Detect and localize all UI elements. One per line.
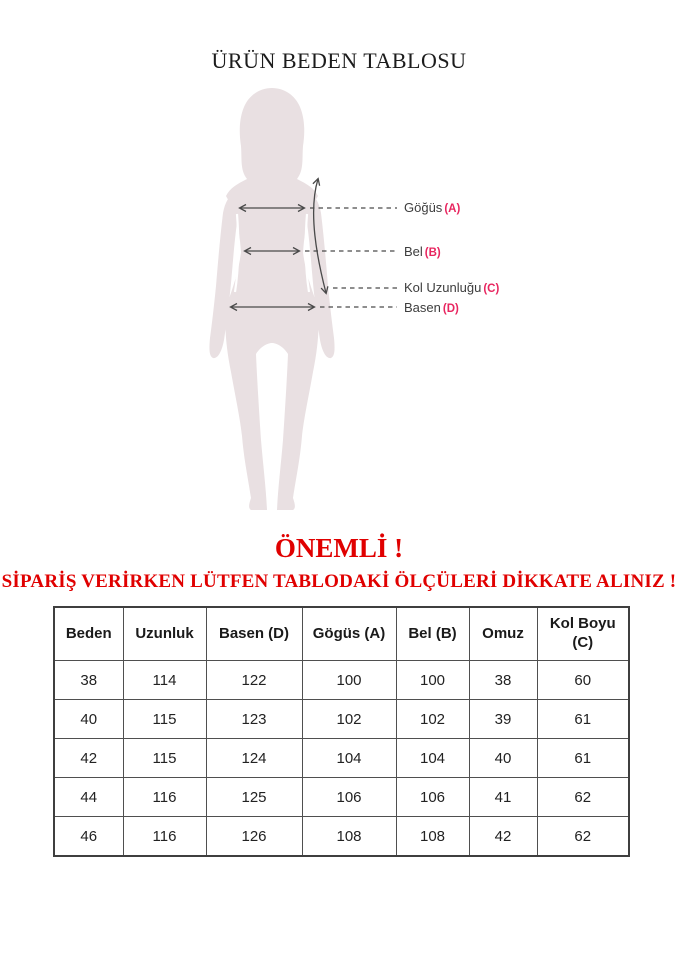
table-cell: 104 [395,738,470,778]
size-table-header-cell: Uzunluk [122,606,207,661]
female-silhouette [209,88,335,510]
table-cell: 61 [536,699,630,739]
table-cell: 108 [301,816,397,857]
left-arm [209,192,240,359]
table-cell: 44 [53,777,124,817]
table-cell: 115 [122,738,207,778]
table-cell: 61 [536,738,630,778]
measurement-label-code: (A) [444,203,461,215]
measurement-label-chest: Göğüs (A) [404,200,460,215]
table-cell: 106 [395,777,470,817]
table-cell: 46 [53,816,124,857]
body-measurement-diagram [209,88,397,510]
table-cell: 60 [536,660,630,700]
table-cell: 40 [468,738,538,778]
measurement-arrows [229,177,329,312]
table-cell: 122 [205,660,303,700]
size-table-header-cell: Omuz [468,606,538,661]
table-cell: 62 [536,777,630,817]
table-cell: 62 [536,816,630,857]
measurement-label-code: (D) [442,303,459,315]
table-cell: 40 [53,699,124,739]
measurement-label-text: Bel [404,244,423,259]
table-cell: 116 [122,816,207,857]
measurement-label-hip: Basen (D) [404,300,459,315]
size-table-header-cell: Basen (D) [205,606,303,661]
table-row: 44 116 125 106 106 41 62 [53,777,630,817]
measurement-label-text: Basen [404,300,441,315]
measurement-label-waist: Bel (B) [404,244,441,259]
table-row: 46 116 126 108 108 42 62 [53,816,630,857]
measurement-label-code: (B) [424,247,441,259]
table-row: 38 114 122 100 100 38 60 [53,660,630,700]
table-cell: 126 [205,816,303,857]
table-cell: 116 [122,777,207,817]
table-cell: 42 [468,816,538,857]
table-cell: 39 [468,699,538,739]
size-table-header-row: Beden Uzunluk Basen (D) Gögüs (A) Bel (B) Omu… [53,606,630,661]
table-cell: 38 [468,660,538,700]
table-cell: 106 [301,777,397,817]
important-heading: ÖNEMLİ ! [274,533,404,563]
size-table-body: 38 114 122 100 100 38 60 40 115 123 102 102 39 61 42 11… [53,660,630,857]
table-cell: 124 [205,738,303,778]
size-table: Beden Uzunluk Basen (D) Gögüs (A) Bel (B) Omu… [53,606,630,857]
table-cell: 104 [301,738,397,778]
table-cell: 115 [122,699,207,739]
measurement-label-text: Kol Uzunluğu [404,280,482,295]
size-table-header-cell: Kol Boyu (C) [536,606,630,661]
table-cell: 102 [395,699,470,739]
table-cell: 42 [53,738,124,778]
table-cell: 102 [301,699,397,739]
table-cell: 41 [468,777,538,817]
table-cell: 108 [395,816,470,857]
table-cell: 114 [122,660,207,700]
size-table-header-cell: Beden [53,606,124,661]
measurement-label-sleeve: Kol Uzunluğu (C) [404,280,499,295]
table-cell: 100 [395,660,470,700]
leader-lines [305,207,397,308]
size-table-header-cell: Gögüs (A) [301,606,397,661]
table-cell: 100 [301,660,397,700]
measurement-label-code: (C) [483,283,500,295]
page-title: ÜRÜN BEDEN TABLOSU [211,48,467,73]
important-message: SİPARİŞ VERİRKEN LÜTFEN TABLODAKİ ÖLÇÜLE… [1,571,677,592]
table-cell: 123 [205,699,303,739]
table-cell: 38 [53,660,124,700]
table-row: 42 115 124 104 104 40 61 [53,738,630,778]
size-table-header-cell: Bel (B) [395,606,470,661]
table-row: 40 115 123 102 102 39 61 [53,699,630,739]
sleeve-arrow [312,177,329,295]
measurement-label-text: Göğüs [404,200,443,215]
table-cell: 125 [205,777,303,817]
